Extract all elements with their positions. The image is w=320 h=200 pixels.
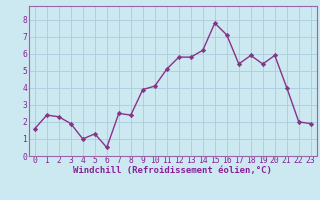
X-axis label: Windchill (Refroidissement éolien,°C): Windchill (Refroidissement éolien,°C) <box>73 166 272 175</box>
